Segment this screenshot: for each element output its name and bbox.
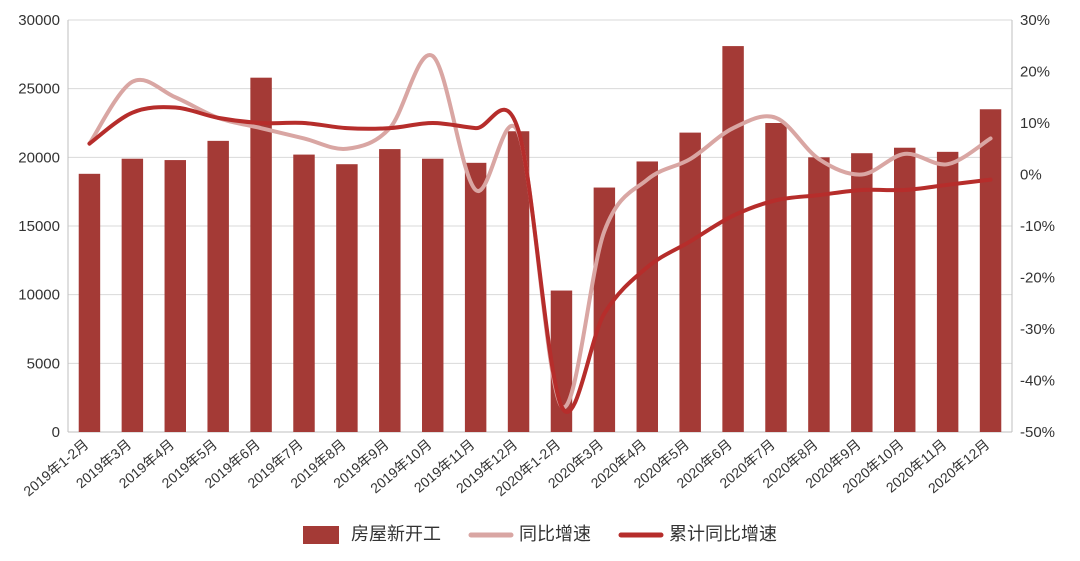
y-right-label: -50% — [1020, 424, 1055, 441]
bar — [422, 159, 443, 432]
bar — [980, 109, 1001, 432]
legend-swatch — [303, 526, 339, 544]
bar — [679, 133, 700, 432]
bar — [851, 153, 872, 432]
y-right-label: -30% — [1020, 321, 1055, 338]
legend-label: 同比增速 — [519, 524, 591, 544]
bar — [808, 157, 829, 432]
chart-svg: 0 5000 10000 15000 20000 25000 30000 -50% -40% -3… — [0, 0, 1080, 561]
y-right-label: 20% — [1020, 64, 1050, 81]
bar — [207, 141, 228, 432]
bar — [122, 159, 143, 432]
bar — [79, 174, 100, 432]
y-left-label: 30000 — [18, 12, 60, 29]
y-right-label: -10% — [1020, 218, 1055, 235]
legend-label: 累计同比增速 — [669, 524, 777, 544]
y-right-label: 30% — [1020, 12, 1050, 29]
y-right-label: -20% — [1020, 270, 1055, 287]
y-left-label: 15000 — [18, 218, 60, 235]
bar — [336, 164, 357, 432]
bar — [379, 149, 400, 432]
y-left-label: 5000 — [27, 355, 60, 372]
y-right-label: 0% — [1020, 167, 1042, 184]
y-left-label: 10000 — [18, 287, 60, 304]
bar — [465, 163, 486, 432]
bar — [765, 123, 786, 432]
bar — [165, 160, 186, 432]
y-left-label: 25000 — [18, 81, 60, 98]
bar — [937, 152, 958, 432]
y-right-label: 10% — [1020, 115, 1050, 132]
bar — [722, 46, 743, 432]
y-right-label: -40% — [1020, 373, 1055, 390]
bar — [594, 188, 615, 432]
bar — [637, 161, 658, 432]
y-left-label: 0 — [52, 424, 60, 441]
legend-label: 房屋新开工 — [351, 524, 441, 544]
bar — [293, 155, 314, 432]
y-left-label: 20000 — [18, 149, 60, 166]
chart-container: 0 5000 10000 15000 20000 25000 30000 -50% -40% -3… — [0, 0, 1080, 561]
